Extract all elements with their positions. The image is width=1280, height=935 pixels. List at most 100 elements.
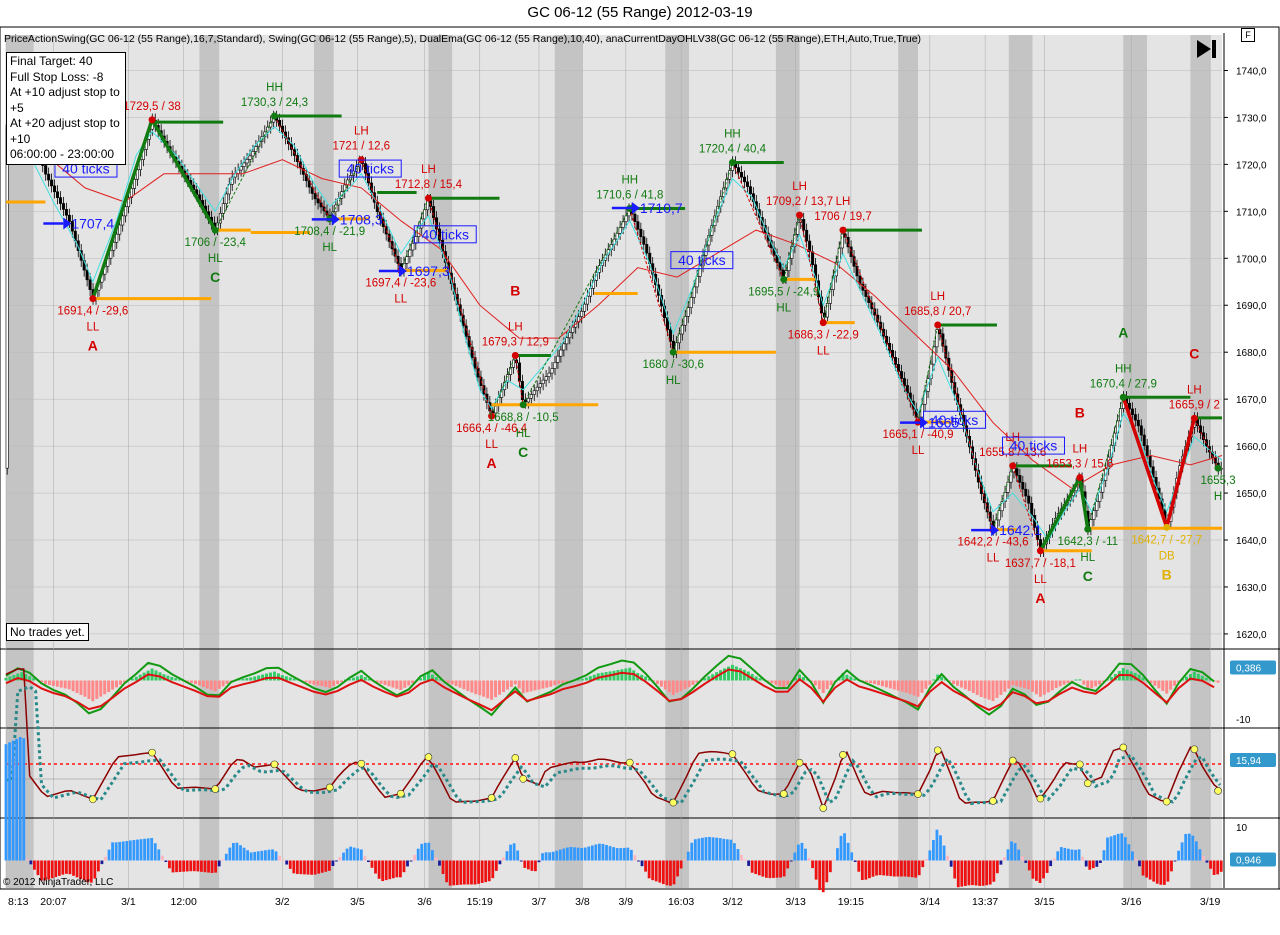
panel2-histogram-bar bbox=[529, 680, 533, 692]
hist-bar bbox=[43, 860, 47, 881]
swing-tag-label: LL bbox=[394, 293, 407, 305]
candle-body bbox=[408, 249, 412, 257]
panel2-histogram-bar bbox=[91, 680, 95, 702]
panel2-histogram-bar bbox=[466, 680, 470, 691]
hist-bar bbox=[1198, 849, 1202, 861]
swing-point bbox=[839, 226, 847, 234]
candle-body bbox=[864, 290, 868, 297]
hist-bar bbox=[1127, 844, 1131, 861]
hist-bar bbox=[800, 842, 804, 861]
panel2-histogram-bar bbox=[971, 680, 975, 693]
hist-bar bbox=[843, 833, 846, 861]
hist-bar bbox=[1212, 860, 1216, 875]
hist-bar bbox=[25, 858, 29, 861]
candle-body bbox=[766, 232, 770, 241]
hist-bar bbox=[963, 860, 967, 886]
panel2-histogram-bar bbox=[284, 676, 288, 681]
info-final-target: Final Target: 40 bbox=[10, 54, 93, 68]
candle-body bbox=[544, 376, 548, 381]
swing-value-label: 1721 / 12,6 bbox=[333, 141, 391, 153]
play-forward-icon[interactable] bbox=[1195, 38, 1219, 65]
y-tick-label: 1650,0 bbox=[1236, 489, 1267, 500]
hist-bar bbox=[114, 842, 118, 861]
swing-tag-label: LH bbox=[421, 164, 436, 176]
swing-tag-label: LL bbox=[1034, 574, 1047, 586]
session-band bbox=[199, 35, 220, 888]
panel2-histogram-bar bbox=[426, 672, 430, 681]
candle-body bbox=[565, 337, 569, 345]
x-tick-label: 3/5 bbox=[350, 896, 365, 908]
osc-value-badge bbox=[1230, 753, 1276, 767]
hist-bar bbox=[111, 842, 114, 861]
swing-line bbox=[427, 198, 493, 417]
candle-body bbox=[935, 329, 939, 348]
panel2-histogram-bar bbox=[750, 673, 754, 681]
panel2-histogram-bar bbox=[490, 680, 494, 700]
candle-body bbox=[1145, 445, 1149, 457]
swing-tag-label: LH bbox=[930, 291, 945, 303]
hist-bar bbox=[281, 859, 285, 861]
candle-body bbox=[432, 206, 436, 219]
swing-point bbox=[148, 116, 156, 124]
hist-bar bbox=[1138, 860, 1141, 867]
hist-bar bbox=[846, 842, 850, 861]
panel2-histogram-bar bbox=[537, 680, 541, 690]
osc-swing-dot bbox=[1036, 794, 1045, 803]
panel2-histogram-bar bbox=[166, 675, 170, 681]
panel2-histogram-bar bbox=[1188, 674, 1192, 681]
panel2-histogram-bar bbox=[1169, 680, 1173, 690]
panel2-histogram-bar bbox=[194, 680, 198, 685]
candle-body bbox=[532, 390, 536, 395]
panel2-histogram-bar bbox=[928, 680, 932, 685]
candle-body bbox=[1021, 482, 1025, 490]
hist-bar bbox=[629, 849, 633, 861]
candle-body bbox=[112, 241, 116, 251]
panel2-histogram-bar bbox=[4, 677, 8, 681]
entry-arrow-icon bbox=[63, 217, 72, 230]
hist-bar bbox=[715, 837, 719, 861]
panel2-histogram-bar bbox=[1062, 680, 1066, 685]
hist-bar bbox=[828, 860, 832, 873]
hist-bar bbox=[423, 842, 427, 861]
hist-bar bbox=[757, 860, 761, 876]
panel2-histogram-bar bbox=[63, 680, 67, 689]
panel2-histogram-bar bbox=[118, 680, 122, 685]
swing-value-label: 1642,3 / -11 bbox=[1058, 536, 1119, 548]
candle-body bbox=[811, 251, 815, 266]
hist-bar bbox=[740, 854, 743, 861]
y-tick-label: 1630,0 bbox=[1236, 583, 1267, 594]
indicator-list: PriceActionSwing(GC 06-12 (55 Range),16,… bbox=[4, 33, 922, 45]
panel2-histogram-bar bbox=[584, 677, 588, 681]
hist-bar bbox=[1109, 836, 1113, 861]
f-button[interactable]: F bbox=[1241, 28, 1255, 42]
hist-bar bbox=[1049, 860, 1053, 867]
candle-body bbox=[526, 397, 530, 403]
candle-body bbox=[393, 248, 397, 257]
hist-bar bbox=[1191, 835, 1195, 861]
hist-bar bbox=[711, 837, 715, 861]
candle-body bbox=[316, 198, 320, 204]
panel2-histogram-bar bbox=[253, 676, 257, 681]
panel2-histogram-bar bbox=[138, 674, 142, 681]
panel2-histogram-bar bbox=[1019, 680, 1023, 688]
hist-bar bbox=[338, 857, 342, 861]
panel2-histogram-bar bbox=[754, 676, 758, 681]
candle-body bbox=[547, 372, 551, 377]
swing-tag-label: LL bbox=[817, 346, 830, 358]
panel2-histogram-bar bbox=[1102, 680, 1106, 682]
candle-body bbox=[1148, 455, 1152, 468]
panel2-histogram-bar bbox=[67, 680, 71, 690]
panel2-histogram-bar bbox=[237, 679, 241, 681]
x-tick-label: 3/2 bbox=[275, 896, 290, 908]
hist-bar bbox=[868, 860, 871, 879]
swing-tag-label: HH bbox=[724, 129, 741, 141]
panel2-histogram-bar bbox=[1184, 676, 1188, 681]
hist-bar bbox=[892, 860, 896, 877]
hist-bar bbox=[733, 843, 736, 861]
panel2-histogram-bar bbox=[509, 680, 513, 687]
panel2-histogram-bar bbox=[1149, 680, 1153, 684]
hist-bar bbox=[367, 860, 370, 863]
hist-bar bbox=[18, 736, 22, 861]
candle-body bbox=[1098, 491, 1102, 502]
